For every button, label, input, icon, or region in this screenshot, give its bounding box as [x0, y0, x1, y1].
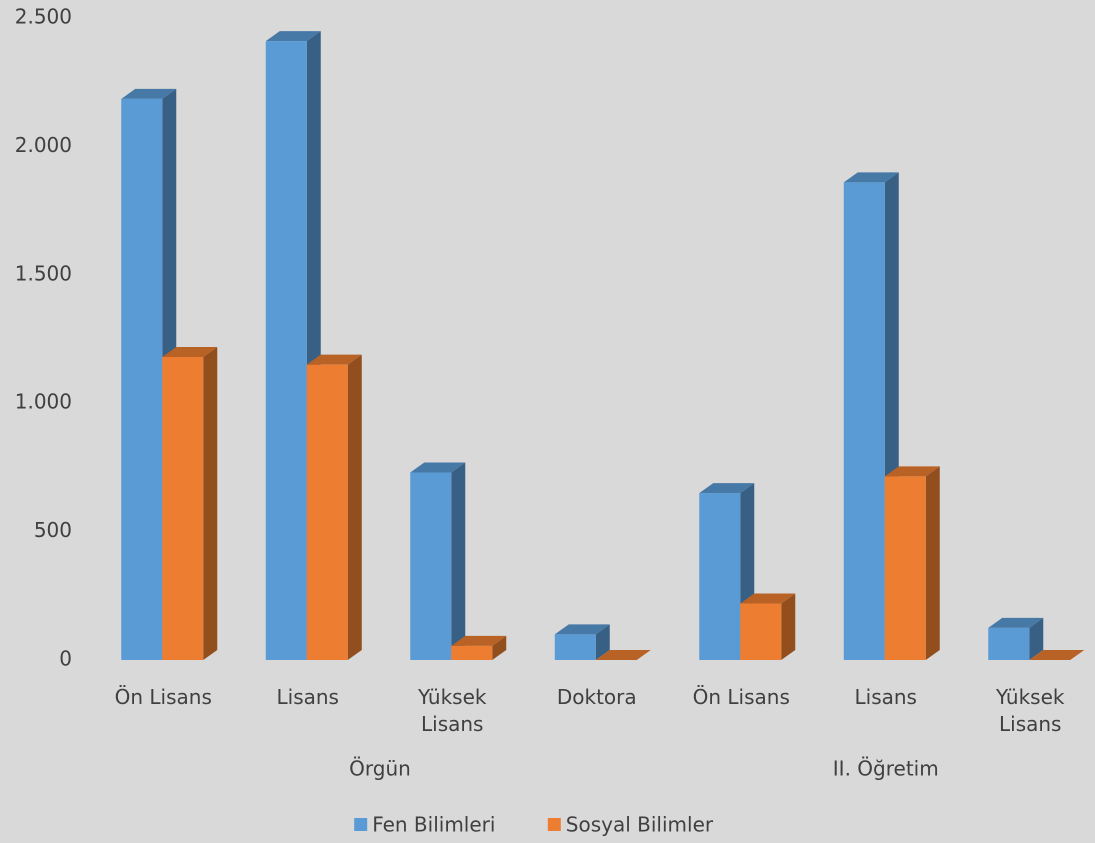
bar-top	[699, 483, 755, 494]
legend-label: Sosyal Bilimler	[566, 813, 714, 837]
bar	[162, 356, 204, 660]
bar	[884, 476, 926, 660]
bar-side	[492, 635, 507, 660]
bar-side	[1029, 617, 1044, 660]
bar-top	[554, 624, 610, 635]
bar-top	[843, 172, 899, 183]
bar	[988, 627, 1030, 660]
bar	[554, 634, 596, 660]
bar	[306, 364, 348, 660]
x-tick-label: Yüksek Lisans	[418, 685, 487, 736]
legend-swatch	[547, 818, 561, 831]
bar	[699, 493, 741, 660]
bar-side	[451, 462, 466, 660]
bar-top	[988, 617, 1044, 628]
bar-side	[203, 346, 218, 660]
bar-top	[306, 354, 362, 365]
bar	[843, 182, 885, 661]
legend-label: Fen Bilimleri	[372, 813, 495, 837]
bar	[121, 98, 163, 661]
group-label: Örgün	[349, 757, 411, 781]
x-tick-label: Yüksek Lisans	[996, 685, 1065, 736]
y-tick-label: 2.000	[15, 133, 72, 157]
bar-top	[884, 466, 940, 477]
y-tick-label: 1.500	[15, 261, 72, 285]
x-tick-label: Lisans	[854, 685, 917, 709]
bar	[451, 645, 493, 660]
x-tick-label: Lisans	[276, 685, 339, 709]
bar-side	[595, 624, 610, 660]
bar-top	[121, 88, 177, 99]
group-label: II. Öğretim	[833, 757, 939, 781]
bar-top	[451, 635, 507, 646]
bar-top	[265, 31, 321, 42]
bar-side	[781, 593, 796, 660]
bar	[740, 603, 782, 660]
x-tick-label: Doktora	[556, 685, 637, 709]
y-tick-label: 500	[34, 518, 72, 542]
bar-top	[162, 346, 218, 357]
bar-side	[925, 466, 940, 660]
x-tick-label: Ön Lisans	[692, 685, 790, 709]
bar-side	[347, 354, 362, 660]
y-tick-label: 0	[59, 647, 72, 671]
bar	[410, 472, 452, 660]
bar	[265, 41, 307, 660]
legend-swatch	[354, 818, 368, 831]
y-tick-label: 1.000	[15, 390, 72, 414]
bar-top	[740, 593, 796, 604]
bar-top	[595, 650, 651, 660]
bar-top	[1029, 650, 1085, 660]
bar-top	[410, 462, 466, 473]
y-tick-label: 2.500	[15, 5, 72, 29]
x-tick-label: Ön Lisans	[114, 685, 212, 709]
